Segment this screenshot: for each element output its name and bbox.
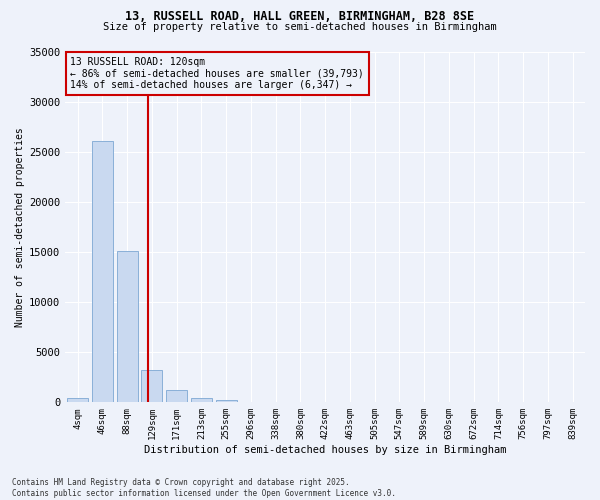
X-axis label: Distribution of semi-detached houses by size in Birmingham: Distribution of semi-detached houses by … [144, 445, 506, 455]
Text: Size of property relative to semi-detached houses in Birmingham: Size of property relative to semi-detach… [103, 22, 497, 32]
Text: 13 RUSSELL ROAD: 120sqm
← 86% of semi-detached houses are smaller (39,793)
14% o: 13 RUSSELL ROAD: 120sqm ← 86% of semi-de… [70, 57, 364, 90]
Bar [116, 251, 137, 402]
Bar [92, 140, 113, 402]
Bar [166, 390, 187, 402]
Text: Contains HM Land Registry data © Crown copyright and database right 2025.
Contai: Contains HM Land Registry data © Crown c… [12, 478, 396, 498]
Bar [215, 400, 236, 402]
Text: 13, RUSSELL ROAD, HALL GREEN, BIRMINGHAM, B28 8SE: 13, RUSSELL ROAD, HALL GREEN, BIRMINGHAM… [125, 10, 475, 23]
Bar [142, 370, 163, 402]
Bar [67, 398, 88, 402]
Bar [191, 398, 212, 402]
Y-axis label: Number of semi-detached properties: Number of semi-detached properties [15, 127, 25, 327]
